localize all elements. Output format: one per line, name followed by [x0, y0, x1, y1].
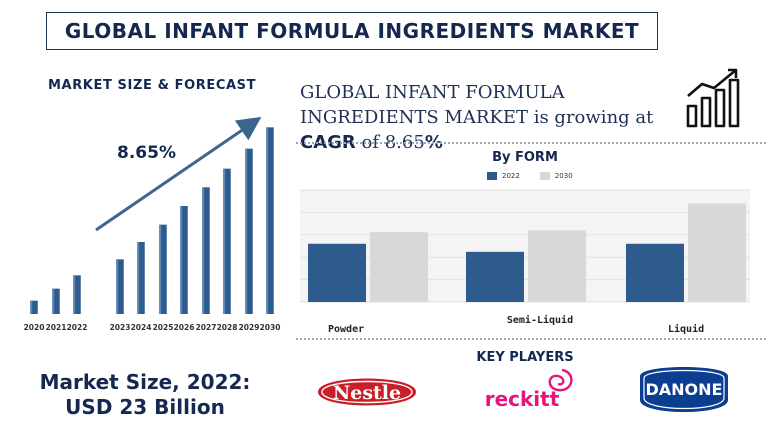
forecast-year-label: 2020 — [24, 323, 45, 332]
form-bar-semi-liquid-2022 — [466, 251, 524, 302]
growth-chart-icon — [686, 68, 740, 128]
danone-logo: DANONE — [640, 367, 728, 412]
market-size-value: USD 23 Billion — [65, 395, 225, 419]
forecast-bar-highlight-2028 — [223, 168, 226, 314]
form-category-label: Liquid — [668, 323, 704, 335]
forecast-bar-2022 — [73, 275, 81, 314]
forecast-year-label: 2021 — [46, 323, 67, 332]
cagr-headline: GLOBAL INFANT FORMULA INGREDIENTS MARKET… — [300, 80, 700, 155]
market-size-forecast-heading: MARKET SIZE & FORECAST — [48, 78, 257, 93]
divider-top — [296, 142, 766, 144]
form-bar-powder-2030 — [370, 232, 428, 302]
forecast-bar-highlight-2026 — [180, 206, 183, 314]
forecast-bar-2021 — [52, 288, 60, 314]
forecast-year-label: 2029 — [239, 323, 260, 332]
forecast-bar-highlight-2024 — [137, 242, 140, 314]
form-bar-liquid-2022 — [626, 243, 684, 302]
cagr-annotation: 8.65% — [117, 143, 176, 163]
forecast-year-label: 2027 — [196, 323, 217, 332]
nestle-logo-text: Nestle — [333, 382, 401, 404]
forecast-bar-highlight-2020 — [30, 300, 33, 314]
forecast-bar-highlight-2025 — [159, 224, 162, 314]
legend-label-2022: 2022 — [502, 172, 520, 180]
market-size-label: Market Size, 2022: — [39, 370, 251, 394]
forecast-year-label: 2022 — [67, 323, 88, 332]
forecast-bar-2030 — [266, 127, 274, 314]
form-bar-liquid-2030 — [688, 203, 746, 302]
legend-swatch-2030 — [539, 172, 550, 180]
forecast-bar-highlight-2022 — [73, 275, 76, 314]
title-banner: GLOBAL INFANT FORMULA INGREDIENTS MARKET — [46, 12, 658, 50]
form-bar-semi-liquid-2030 — [528, 230, 586, 302]
reckitt-logo-text: reckitt — [485, 387, 560, 411]
reckitt-logo: reckitt — [485, 368, 573, 411]
nestle-logo: Nestle — [318, 378, 416, 406]
forecast-bar-highlight-2029 — [245, 148, 248, 314]
forecast-bar-highlight-2030 — [266, 127, 269, 314]
forecast-bar-2028 — [223, 168, 231, 314]
form-category-label: Powder — [328, 324, 364, 335]
forecast-year-label: 2024 — [131, 323, 152, 332]
legend-swatch-2022 — [487, 172, 497, 180]
growth-arrow — [95, 116, 262, 232]
key-players-heading: KEY PLAYERS — [476, 350, 574, 365]
danone-logo-text: DANONE — [646, 380, 723, 399]
forecast-bar-2026 — [180, 206, 188, 314]
market-forecast-chart: 2020 2021 2022 2023 2024 2025 2026 2027 2028 2029… — [24, 116, 281, 332]
form-category-label: Semi-Liquid — [507, 314, 573, 326]
by-form-heading: By FORM — [492, 150, 558, 165]
forecast-year-label: 2023 — [110, 323, 131, 332]
legend-item-2022: 2022 — [487, 172, 520, 180]
forecast-bar-2020 — [30, 300, 38, 314]
forecast-year-label: 2030 — [260, 323, 281, 332]
headline-text-1: GLOBAL INFANT FORMULA INGREDIENTS MARKET… — [300, 82, 654, 128]
forecast-bar-highlight-2023 — [116, 259, 119, 314]
forecast-bar-2023 — [116, 259, 124, 314]
forecast-bar-highlight-2021 — [52, 288, 55, 314]
forecast-bar-2025 — [159, 224, 167, 314]
legend-label-2030: 2030 — [554, 172, 573, 180]
forecast-bar-2027 — [202, 187, 210, 314]
by-form-chart: Powder Semi-Liquid Liquid — [300, 189, 750, 335]
legend-item-2030: 2030 — [539, 172, 573, 180]
market-size-callout: Market Size, 2022: USD 23 Billion — [14, 370, 276, 420]
form-chart-legend: 2022 2030 — [487, 172, 587, 180]
forecast-year-label: 2025 — [153, 323, 174, 332]
forecast-bar-2024 — [137, 242, 145, 314]
divider-bottom — [296, 338, 766, 340]
forecast-bar-highlight-2027 — [202, 187, 205, 314]
form-bar-powder-2022 — [308, 243, 366, 302]
forecast-year-label: 2028 — [217, 323, 238, 332]
forecast-year-label: 2026 — [174, 323, 195, 332]
forecast-bar-2029 — [245, 148, 253, 314]
page-title: GLOBAL INFANT FORMULA INGREDIENTS MARKET — [64, 19, 640, 43]
